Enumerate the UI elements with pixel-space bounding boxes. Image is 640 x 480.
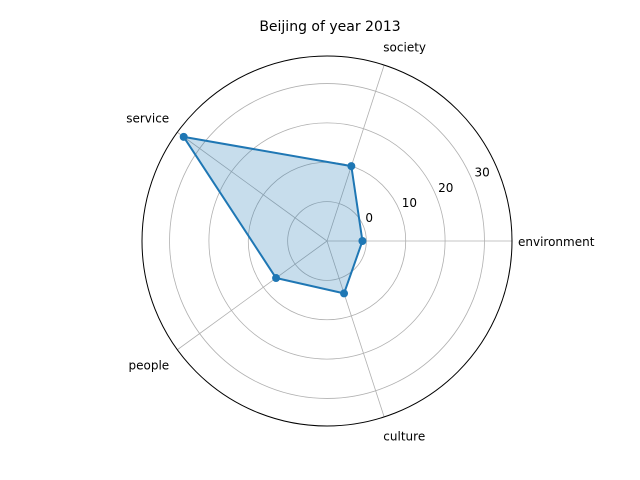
data-point <box>340 289 349 298</box>
data-point <box>347 162 356 171</box>
angular-gridline <box>177 240 328 351</box>
category-label: service <box>126 111 169 125</box>
chart-title: Beijing of year 2013 <box>259 19 400 35</box>
radial-tick-label: 20 <box>438 181 453 195</box>
angular-gridline <box>326 240 385 418</box>
series-fill-area <box>183 136 363 294</box>
category-label: people <box>129 359 170 373</box>
category-label: society <box>383 41 426 55</box>
category-label: culture <box>383 430 425 444</box>
radial-tick-label: 30 <box>475 166 490 180</box>
data-point <box>272 274 281 283</box>
series-line <box>182 135 364 295</box>
radar-labels: environment society service people culture 0 1… <box>126 41 595 444</box>
radial-tick-label: 0 <box>365 211 373 225</box>
radial-tick-label: 10 <box>402 196 417 210</box>
polar-frame <box>141 55 513 427</box>
radar-series <box>179 132 367 298</box>
data-point <box>179 132 188 141</box>
data-point <box>358 237 367 245</box>
category-label: environment <box>518 235 595 249</box>
angular-gridline <box>177 131 328 242</box>
angular-gridline <box>326 64 385 242</box>
